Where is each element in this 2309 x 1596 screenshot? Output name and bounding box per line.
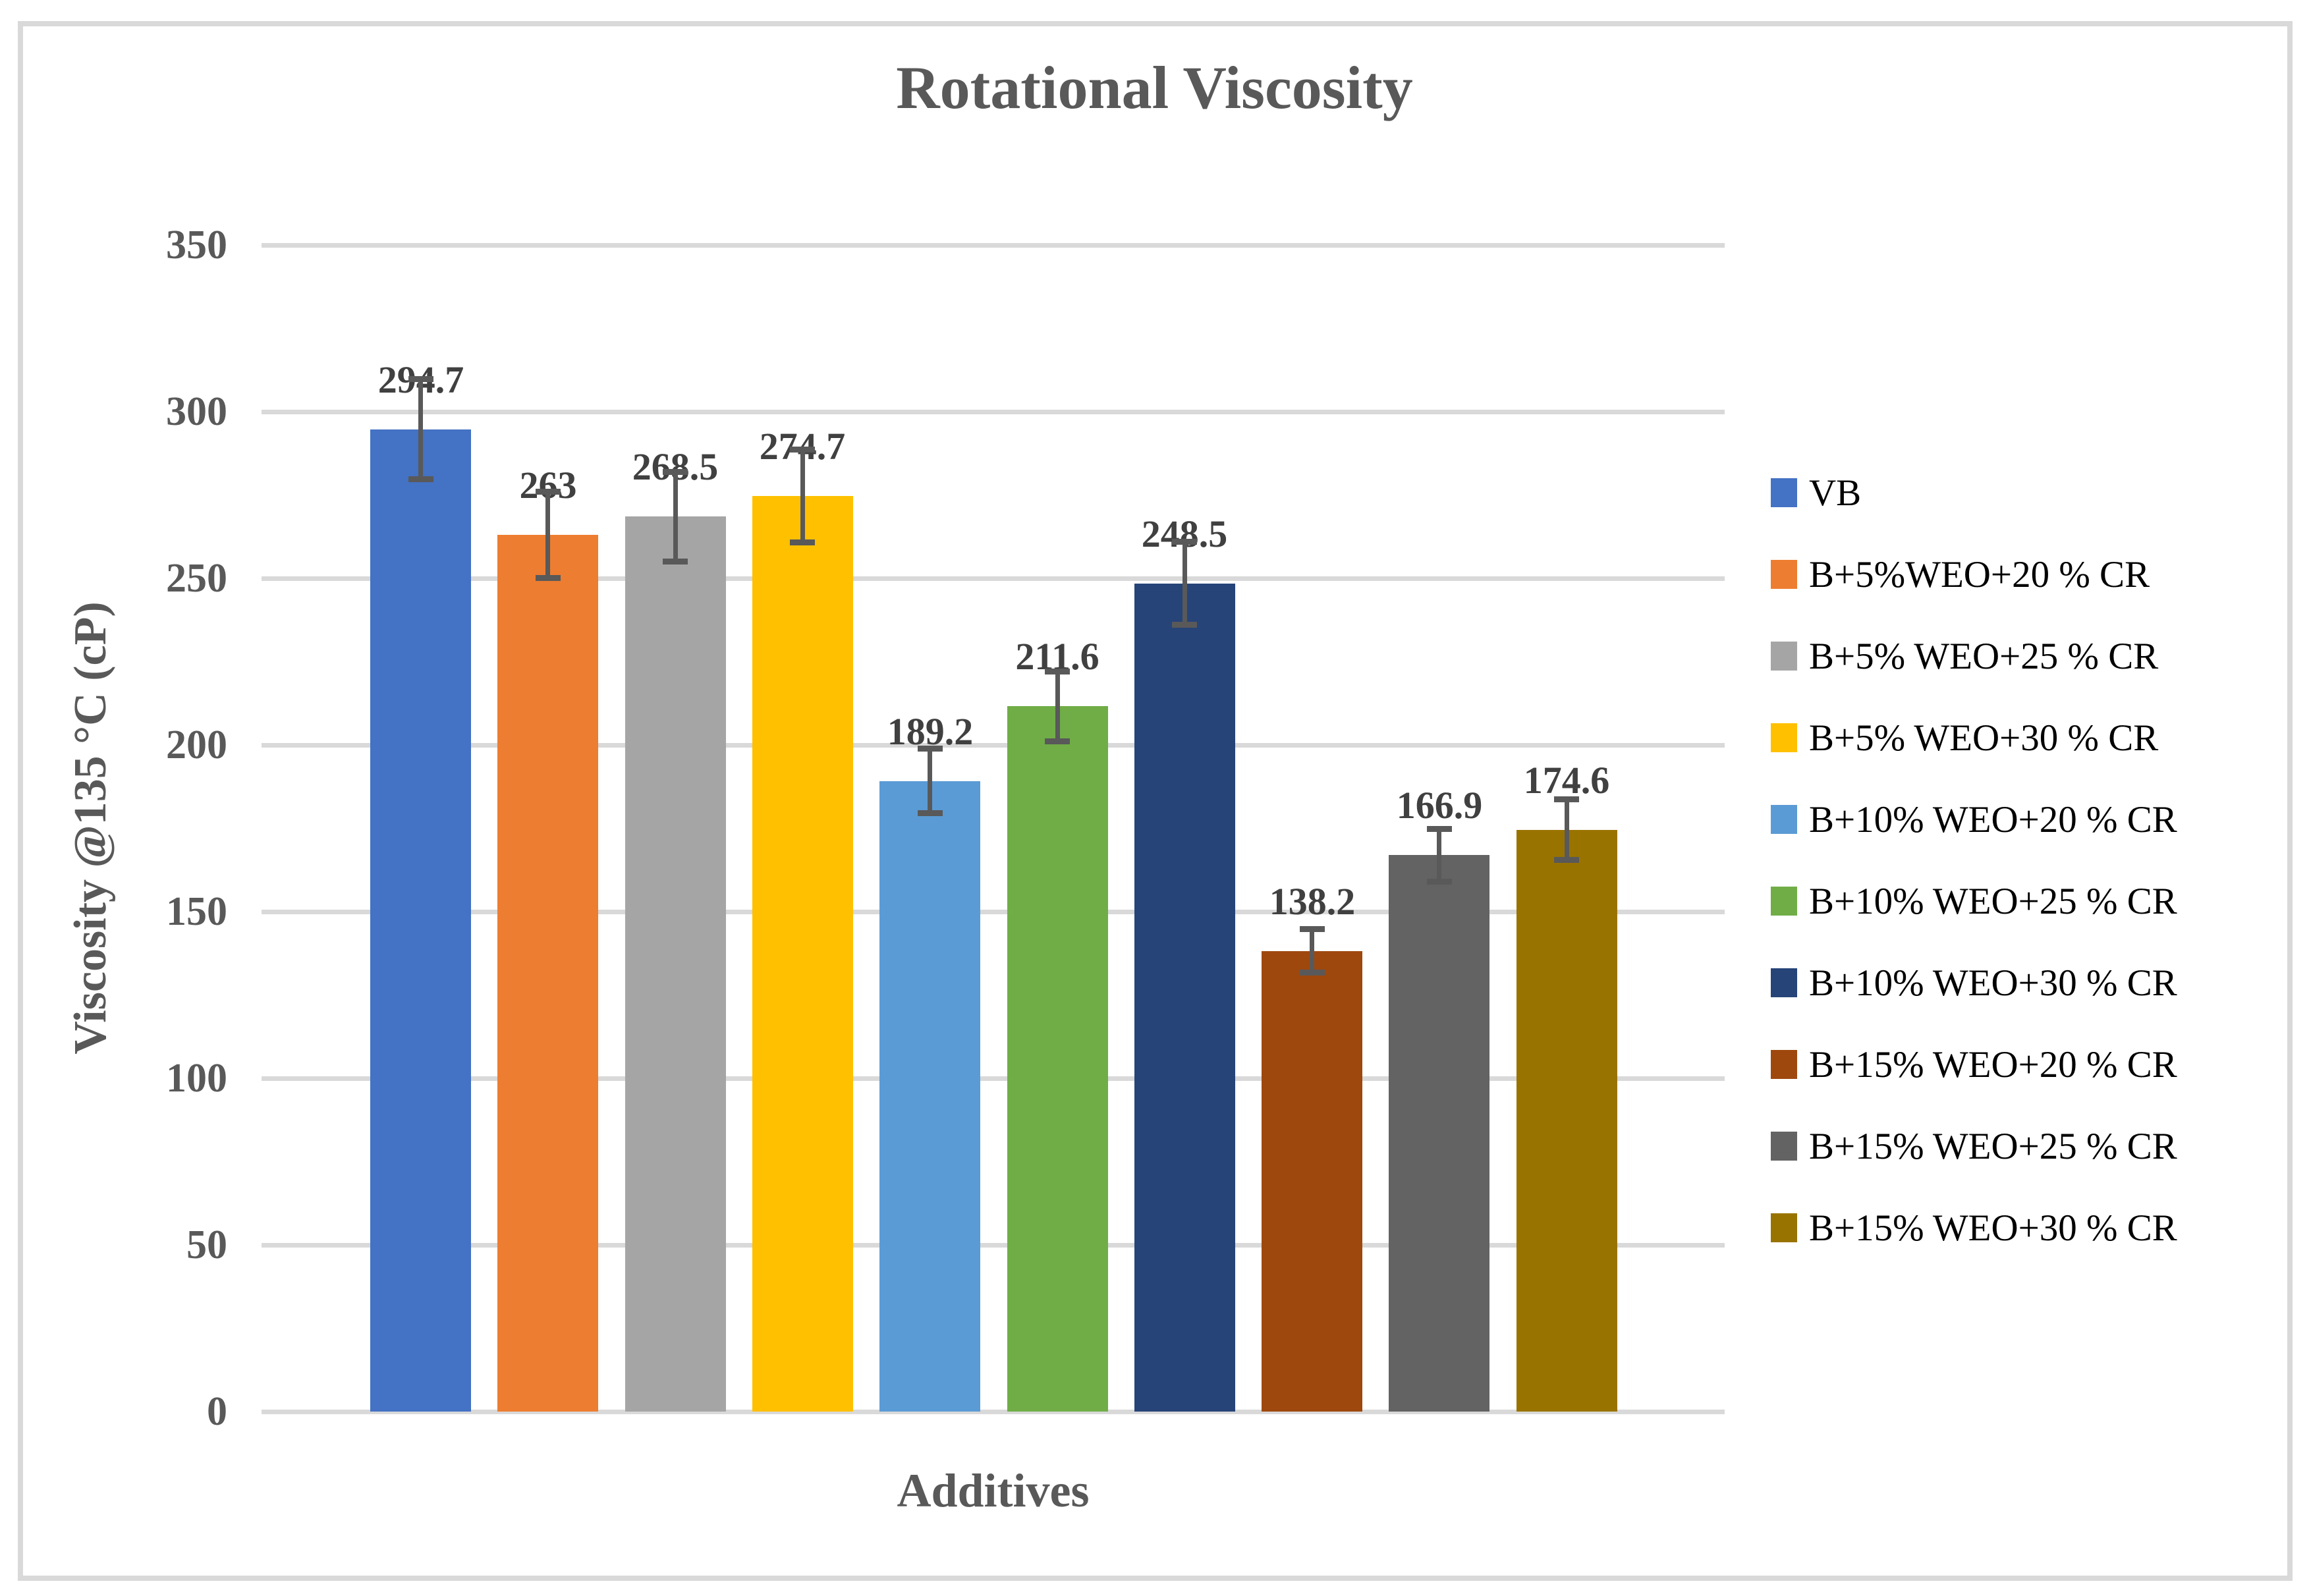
- legend-label: B+15% WEO+25 % CR: [1809, 1125, 2177, 1167]
- legend-item-5: B+10% WEO+20 % CR: [1771, 799, 2177, 840]
- bar-8: [1262, 951, 1362, 1412]
- error-bar-cap-bottom-7: [1172, 622, 1197, 628]
- gridline-y-0: [262, 1410, 1725, 1414]
- legend-swatch-icon: [1771, 887, 1797, 916]
- legend-swatch-icon: [1771, 1050, 1797, 1079]
- error-bar-whisker-1: [418, 379, 423, 480]
- error-bar-cap-bottom-10: [1554, 857, 1579, 863]
- legend-swatch-icon: [1771, 805, 1797, 834]
- error-bar-cap-bottom-1: [408, 476, 433, 482]
- gridline-y-150: [262, 910, 1725, 914]
- legend-item-7: B+10% WEO+30 % CR: [1771, 962, 2177, 1004]
- legend-item-3: B+5% WEO+25 % CR: [1771, 635, 2159, 677]
- error-bar-cap-bottom-9: [1427, 879, 1452, 885]
- gridline-y-200: [262, 743, 1725, 748]
- legend-item-4: B+5% WEO+30 % CR: [1771, 717, 2159, 759]
- error-bar-cap-top-6: [1045, 669, 1070, 674]
- error-bar-whisker-6: [1055, 671, 1060, 741]
- y-tick-label-50: 50: [186, 1223, 227, 1267]
- bar-value-label-8: 138.2: [1269, 880, 1356, 923]
- legend-item-2: B+5%WEO+20 % CR: [1771, 554, 2150, 595]
- gridline-y-100: [262, 1076, 1725, 1081]
- error-bar-cap-top-8: [1300, 926, 1325, 932]
- error-bar-cap-bottom-4: [790, 539, 815, 545]
- error-bar-cap-bottom-5: [918, 810, 943, 816]
- y-tick-label-300: 300: [166, 389, 227, 434]
- error-bar-cap-top-7: [1172, 539, 1197, 545]
- legend-item-8: B+15% WEO+20 % CR: [1771, 1043, 2177, 1086]
- y-tick-label-350: 350: [166, 223, 227, 267]
- error-bar-whisker-3: [673, 472, 678, 562]
- legend-label: B+10% WEO+30 % CR: [1809, 962, 2177, 1004]
- bar-7: [1134, 584, 1235, 1412]
- y-tick-label-150: 150: [166, 889, 227, 934]
- bar-5: [879, 781, 980, 1412]
- y-tick-label-100: 100: [166, 1056, 227, 1101]
- error-bar-whisker-4: [800, 449, 805, 543]
- error-bar-whisker-2: [545, 491, 550, 578]
- figure-border: [18, 21, 2293, 1581]
- legend-swatch-icon: [1771, 560, 1797, 589]
- error-bar-cap-top-5: [918, 746, 943, 752]
- chart-title: Rotational Viscosity: [896, 54, 1413, 121]
- error-bar-cap-top-9: [1427, 826, 1452, 832]
- gridline-y-350: [262, 243, 1725, 248]
- error-bar-whisker-5: [928, 749, 932, 813]
- legend-swatch-icon: [1771, 1132, 1797, 1161]
- legend-label: VB: [1809, 472, 1862, 514]
- legend-label: B+10% WEO+20 % CR: [1809, 798, 2177, 840]
- plot-area: 294.7263268.5274.7189.2211.6248.5138.216…: [262, 243, 1725, 1414]
- error-bar-whisker-7: [1182, 542, 1187, 625]
- legend-label: B+10% WEO+25 % CR: [1809, 880, 2177, 922]
- error-bar-whisker-10: [1565, 800, 1569, 860]
- legend-swatch-icon: [1771, 478, 1797, 507]
- bar-1: [370, 429, 471, 1412]
- legend-label: B+5% WEO+25 % CR: [1809, 635, 2159, 677]
- legend-label: B+5% WEO+30 % CR: [1809, 717, 2159, 759]
- legend-swatch-icon: [1771, 968, 1797, 997]
- legend-swatch-icon: [1771, 642, 1797, 671]
- bar-4: [752, 496, 853, 1412]
- legend-label: B+5%WEO+20 % CR: [1809, 553, 2150, 595]
- bar-value-label-9: 166.9: [1396, 784, 1483, 827]
- legend-item-9: B+15% WEO+25 % CR: [1771, 1126, 2177, 1167]
- error-bar-cap-top-4: [790, 447, 815, 453]
- bar-2: [497, 535, 598, 1412]
- y-tick-label-250: 250: [166, 556, 227, 601]
- error-bar-cap-top-1: [408, 376, 433, 382]
- bar-10: [1516, 830, 1617, 1412]
- error-bar-whisker-8: [1310, 929, 1314, 973]
- y-tick-label-0: 0: [207, 1389, 227, 1434]
- error-bar-cap-top-10: [1554, 796, 1579, 802]
- y-tick-label-200: 200: [166, 723, 227, 767]
- gridline-y-50: [262, 1243, 1725, 1248]
- x-axis-title: Additives: [897, 1464, 1090, 1517]
- gridline-y-250: [262, 576, 1725, 581]
- error-bar-cap-bottom-6: [1045, 738, 1070, 744]
- legend-item-6: B+10% WEO+25 % CR: [1771, 881, 2177, 922]
- error-bar-cap-bottom-2: [536, 575, 561, 581]
- gridline-y-300: [262, 410, 1725, 414]
- legend-swatch-icon: [1771, 1213, 1797, 1242]
- bar-6: [1007, 706, 1108, 1412]
- legend-swatch-icon: [1771, 723, 1797, 752]
- error-bar-cap-bottom-8: [1300, 970, 1325, 976]
- error-bar-cap-bottom-3: [663, 559, 688, 564]
- error-bar-cap-top-3: [663, 469, 688, 475]
- bar-3: [625, 516, 726, 1412]
- error-bar-whisker-9: [1437, 829, 1441, 882]
- bar-value-label-10: 174.6: [1523, 759, 1610, 802]
- legend-item-1: VB: [1771, 472, 1862, 514]
- legend-label: B+15% WEO+20 % CR: [1809, 1043, 2177, 1086]
- bar-9: [1389, 855, 1489, 1412]
- legend-label: B+15% WEO+30 % CR: [1809, 1207, 2177, 1249]
- error-bar-cap-top-2: [536, 489, 561, 495]
- legend-item-10: B+15% WEO+30 % CR: [1771, 1207, 2177, 1249]
